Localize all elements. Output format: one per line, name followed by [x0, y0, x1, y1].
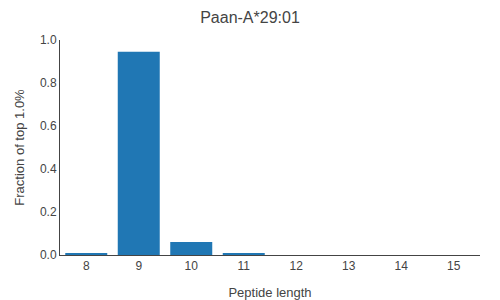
svg-text:14: 14	[395, 259, 409, 273]
svg-text:8: 8	[83, 259, 90, 273]
svg-text:12: 12	[290, 259, 304, 273]
svg-text:11: 11	[238, 259, 251, 273]
svg-text:0.6: 0.6	[40, 119, 57, 133]
svg-text:1.0: 1.0	[40, 33, 57, 47]
svg-text:Fraction of top 1.0%: Fraction of top 1.0%	[12, 89, 27, 206]
svg-text:15: 15	[447, 259, 461, 273]
svg-text:0.0: 0.0	[40, 248, 57, 262]
svg-text:13: 13	[342, 259, 356, 273]
svg-text:Peptide length: Peptide length	[228, 285, 311, 300]
svg-text:9: 9	[135, 259, 142, 273]
svg-text:0.8: 0.8	[40, 76, 57, 90]
svg-text:0.2: 0.2	[40, 205, 57, 219]
svg-text:0.4: 0.4	[40, 162, 57, 176]
svg-text:10: 10	[185, 259, 199, 273]
svg-text:Paan-A*29:01: Paan-A*29:01	[200, 9, 300, 26]
